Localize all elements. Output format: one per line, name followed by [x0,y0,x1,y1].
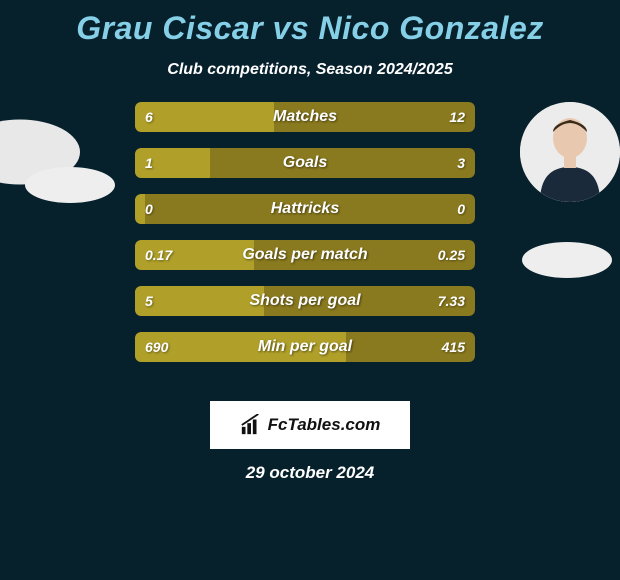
stat-row: 13Goals [135,148,475,178]
stat-label: Min per goal [135,332,475,362]
player1-club-badge [25,167,115,203]
stat-label: Hattricks [135,194,475,224]
stat-row: 690415Min per goal [135,332,475,362]
page-title: Grau Ciscar vs Nico Gonzalez [0,0,620,47]
stat-label: Matches [135,102,475,132]
stat-row: 00Hattricks [135,194,475,224]
player1-name: Grau Ciscar [76,10,263,46]
player2-avatar [520,102,620,202]
player2-name: Nico Gonzalez [319,10,544,46]
subtitle: Club competitions, Season 2024/2025 [0,61,620,79]
date-label: 29 october 2024 [0,463,620,483]
vs-text: vs [273,10,310,46]
attribution-badge: FcTables.com [210,401,410,449]
stat-row: 0.170.25Goals per match [135,240,475,270]
comparison-area: 612Matches13Goals00Hattricks0.170.25Goal… [0,107,620,387]
attribution-text: FcTables.com [268,415,381,435]
stat-label: Shots per goal [135,286,475,316]
stat-row: 57.33Shots per goal [135,286,475,316]
player2-club-badge [522,242,612,278]
stat-label: Goals [135,148,475,178]
stat-row: 612Matches [135,102,475,132]
stat-label: Goals per match [135,240,475,270]
avatar-placeholder-icon [520,102,620,202]
fctables-logo-icon [240,414,262,436]
stat-bars: 612Matches 13Goals 00Hattricks 0.170.25Goal… [135,102,475,378]
